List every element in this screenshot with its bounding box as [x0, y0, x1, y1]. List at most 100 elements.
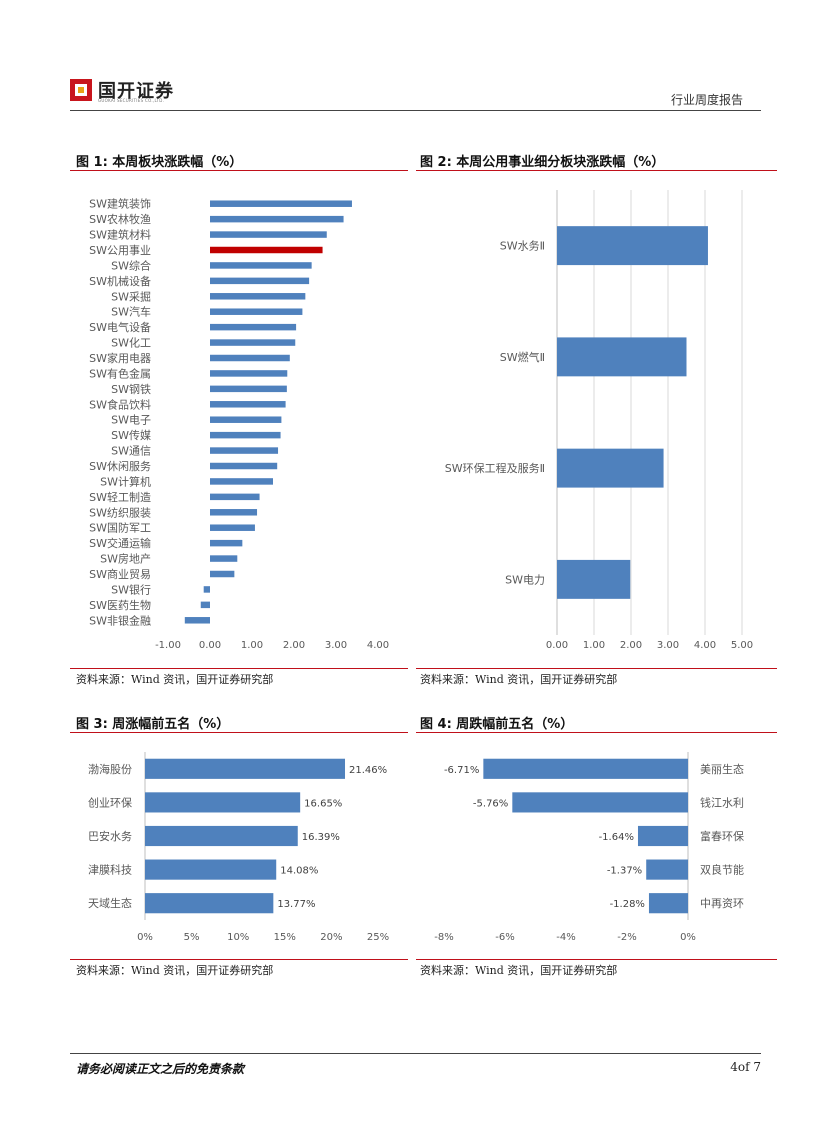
chart-1-category-label: SW房地产 [100, 552, 151, 566]
chart-4-x-tick-label: -2% [617, 932, 636, 943]
footer-disclaimer: 请务必阅读正文之后的免责条款 [76, 1062, 245, 1076]
chart-4-data-label: -1.28% [610, 899, 645, 910]
chart-1-bar [210, 493, 260, 501]
chart-3-category-label: 天域生态 [88, 896, 132, 910]
chart-3-bar [145, 893, 274, 914]
chart-2-x-tick-label: 4.00 [694, 640, 716, 651]
chart-1-bar [210, 231, 327, 238]
document-type: 行业周度报告 [670, 93, 743, 107]
chart-4-bar [483, 758, 688, 779]
chart-1-category-label: SW有色金属 [89, 366, 151, 380]
chart-4-category-label: 富春环保 [700, 829, 744, 843]
chart-1-x-tick-label: -1.00 [155, 640, 181, 651]
chart-3-category-label: 渤海股份 [88, 762, 132, 776]
chart-1-category-label: SW汽车 [111, 305, 151, 319]
brand-name: 国开证券 [98, 81, 174, 102]
chart-2-x-tick-label: 1.00 [583, 640, 605, 651]
chart-4-category-label: 中再资环 [700, 897, 744, 910]
figure-2-title-rule [416, 170, 777, 171]
chart-4-data-label: -6.71% [444, 765, 479, 776]
chart-2-x-tick-label: 3.00 [657, 640, 679, 651]
chart-1-bar [210, 431, 281, 439]
chart-2-category-label: SW燃气Ⅱ [500, 350, 545, 364]
chart-1-category-label: SW纺织服装 [89, 505, 151, 519]
chart-4-bar [637, 825, 688, 847]
chart-2-bar [557, 337, 687, 377]
chart-2-category-label: SW电力 [505, 573, 545, 586]
chart-2-bar [557, 448, 664, 488]
chart-1-category-label: SW电子 [111, 414, 151, 427]
figure-2-source: 资料来源：Wind 资讯，国开证券研究部 [420, 673, 618, 686]
chart-1-x-tick-label: 4.00 [367, 640, 389, 651]
chart-1-category-label: SW国防军工 [89, 521, 151, 535]
chart-2-category-label: SW环保工程及服务Ⅱ [445, 461, 545, 475]
figure-2-title: 图 2: 本周公用事业细分板块涨跌幅（%） [420, 155, 665, 170]
chart-3-category-label: 创业环保 [88, 795, 132, 809]
chart-1-category-label: SW建筑装饰 [89, 197, 151, 211]
chart-1-category-label: SW化工 [111, 336, 151, 350]
chart-1-category-label: SW传媒 [111, 429, 151, 442]
chart-3-data-label: 13.77% [277, 899, 315, 910]
chart-1-bar [210, 570, 235, 578]
chart-3-x-tick-label: 5% [184, 932, 200, 943]
chart-2-category-label: SW水务Ⅱ [500, 240, 545, 253]
chart-3-top-gainers: 0% 5% 10% 15% 20% 25% 渤海股份 21.46% 创业环保 16.65% 巴安水务… [88, 752, 389, 943]
chart-4-category-label: 钱江水利 [700, 795, 744, 809]
figure-3-source-rule [70, 959, 408, 960]
chart-1-bar [210, 370, 288, 377]
chart-1-category-label: SW建筑材料 [89, 228, 151, 242]
chart-1-category-label: SW交通运输 [89, 536, 151, 550]
chart-3-category-label: 巴安水务 [88, 829, 132, 843]
chart-1-category-label: SW电气设备 [89, 320, 151, 334]
chart-1-bar [210, 262, 312, 269]
figure-4-title: 图 4: 周跌幅前五名（%） [420, 717, 574, 732]
figure-1-title-rule [70, 170, 408, 171]
chart-2-x-tick-label: 5.00 [731, 640, 753, 651]
figure-2-source-rule [416, 668, 777, 669]
header-divider [70, 110, 761, 111]
chart-2-bar [557, 226, 708, 266]
chart-1-category-label: SW采掘 [111, 289, 151, 303]
chart-1-bar [210, 555, 238, 562]
chart-3-data-label: 16.39% [302, 832, 340, 843]
chart-1-category-label: SW医药生物 [89, 598, 151, 612]
chart-1-category-label: SW商业贸易 [89, 567, 151, 581]
chart-1-bar [210, 524, 255, 531]
chart-1-bar [210, 478, 273, 485]
chart-1-category-label: SW家用电器 [89, 351, 151, 365]
chart-3-x-tick-label: 25% [367, 932, 389, 943]
chart-1-category-label: SW综合 [111, 258, 151, 272]
figure-1-source-rule [70, 668, 408, 669]
chart-1-bar [210, 539, 243, 547]
chart-1-bar [200, 601, 210, 609]
footer-divider [70, 1053, 761, 1054]
figure-3-title: 图 3: 周涨幅前五名（%） [76, 717, 230, 732]
chart-4-x-tick-label: -8% [434, 932, 453, 943]
chart-1-category-label: SW非银金融 [89, 613, 151, 627]
chart-1-bar [210, 509, 258, 516]
chart-1-x-tick-label: 0.00 [199, 640, 221, 651]
chart-3-x-tick-label: 10% [227, 932, 249, 943]
chart-1-category-label: SW休闲服务 [89, 459, 151, 473]
chart-1-bar [210, 200, 352, 207]
figure-4-source-rule [416, 959, 777, 960]
chart-3-data-label: 21.46% [349, 765, 387, 776]
chart-1-bar [210, 277, 310, 285]
chart-1-bar [210, 215, 344, 223]
chart-1-category-label: SW机械设备 [89, 274, 151, 288]
figure-1-title: 图 1: 本周板块涨跌幅（%） [76, 155, 243, 170]
figure-1-source: 资料来源：Wind 资讯，国开证券研究部 [76, 673, 274, 686]
chart-4-data-label: -1.37% [607, 866, 642, 877]
chart-1-x-tick-label: 1.00 [241, 640, 263, 651]
chart-2-bar [557, 559, 631, 599]
chart-4-category-label: 美丽生态 [700, 762, 744, 776]
chart-1-bar [184, 617, 210, 624]
chart-3-x-tick-label: 15% [274, 932, 296, 943]
chart-1-category-label: SW农林牧渔 [89, 212, 151, 226]
chart-3-bar [145, 792, 301, 813]
chart-2-x-tick-label: 2.00 [620, 640, 642, 651]
figure-3-title-rule [70, 732, 408, 733]
chart-3-x-tick-label: 20% [320, 932, 342, 943]
chart-3-x-tick-label: 0% [137, 932, 153, 943]
